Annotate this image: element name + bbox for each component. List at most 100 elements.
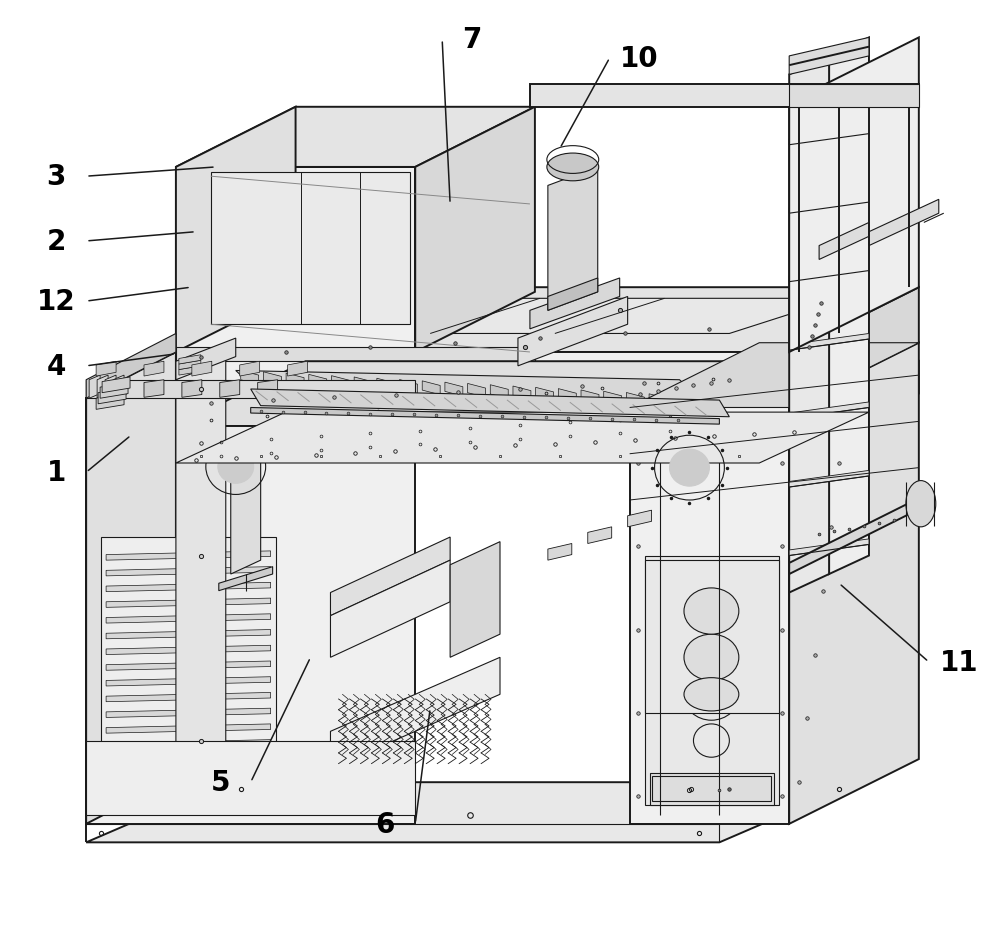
Polygon shape (789, 402, 869, 419)
Polygon shape (211, 172, 410, 324)
Polygon shape (869, 200, 939, 247)
Polygon shape (176, 108, 535, 168)
Polygon shape (179, 355, 201, 364)
Polygon shape (176, 426, 789, 459)
Polygon shape (330, 657, 500, 768)
Polygon shape (789, 197, 869, 214)
Polygon shape (829, 38, 869, 575)
Polygon shape (179, 361, 201, 370)
Polygon shape (604, 392, 622, 406)
Polygon shape (231, 299, 839, 334)
Polygon shape (422, 381, 440, 395)
Polygon shape (490, 386, 508, 400)
Polygon shape (628, 511, 652, 527)
Polygon shape (400, 380, 417, 394)
Polygon shape (240, 362, 260, 376)
Polygon shape (789, 471, 869, 488)
Polygon shape (518, 298, 628, 366)
Polygon shape (450, 542, 500, 657)
Polygon shape (626, 393, 644, 407)
Polygon shape (789, 38, 869, 75)
Polygon shape (468, 384, 486, 398)
Ellipse shape (684, 589, 739, 634)
Polygon shape (251, 408, 719, 425)
Polygon shape (231, 459, 261, 575)
Polygon shape (176, 413, 869, 464)
Polygon shape (219, 567, 273, 591)
Text: 10: 10 (620, 44, 659, 72)
Text: 4: 4 (47, 352, 66, 380)
Polygon shape (100, 383, 128, 399)
Polygon shape (789, 84, 919, 108)
Polygon shape (650, 773, 774, 806)
Polygon shape (182, 380, 202, 398)
Polygon shape (445, 383, 463, 397)
Polygon shape (220, 380, 240, 398)
Polygon shape (86, 741, 415, 815)
Polygon shape (789, 129, 869, 146)
Text: 6: 6 (376, 810, 395, 838)
Polygon shape (236, 371, 709, 408)
Text: 7: 7 (462, 26, 482, 54)
Polygon shape (176, 108, 296, 352)
Polygon shape (106, 380, 126, 398)
Polygon shape (330, 561, 450, 657)
Polygon shape (548, 544, 572, 561)
Polygon shape (630, 343, 919, 408)
Polygon shape (536, 387, 554, 401)
Polygon shape (415, 108, 535, 352)
Polygon shape (258, 380, 278, 398)
Ellipse shape (906, 481, 936, 527)
Polygon shape (97, 375, 108, 399)
Text: 1: 1 (47, 459, 66, 487)
Polygon shape (98, 388, 126, 404)
Polygon shape (548, 168, 598, 311)
Polygon shape (176, 348, 535, 362)
Polygon shape (286, 374, 304, 387)
Polygon shape (106, 629, 271, 639)
Polygon shape (106, 787, 271, 796)
Polygon shape (96, 394, 124, 410)
Polygon shape (789, 266, 869, 283)
Polygon shape (176, 362, 919, 426)
Polygon shape (86, 782, 859, 843)
Polygon shape (106, 645, 271, 654)
Polygon shape (309, 375, 327, 388)
Polygon shape (105, 375, 116, 399)
Polygon shape (649, 394, 667, 408)
Circle shape (218, 451, 254, 484)
Polygon shape (106, 692, 271, 702)
Polygon shape (106, 740, 271, 749)
Polygon shape (86, 334, 176, 399)
Polygon shape (176, 352, 226, 778)
Polygon shape (86, 352, 176, 824)
Polygon shape (241, 371, 259, 385)
Polygon shape (106, 708, 271, 717)
Polygon shape (144, 362, 164, 376)
Polygon shape (192, 362, 212, 376)
Polygon shape (86, 399, 415, 824)
Polygon shape (645, 556, 779, 806)
Text: 5: 5 (211, 768, 231, 796)
Polygon shape (144, 380, 164, 398)
Polygon shape (789, 499, 919, 575)
Polygon shape (176, 168, 415, 352)
Polygon shape (86, 380, 415, 399)
Bar (101, 538, 276, 806)
Polygon shape (819, 223, 869, 260)
Polygon shape (89, 375, 100, 399)
Text: 2: 2 (47, 228, 66, 256)
Circle shape (670, 450, 709, 487)
Polygon shape (113, 375, 124, 399)
Polygon shape (354, 377, 372, 391)
Polygon shape (377, 379, 395, 393)
Polygon shape (106, 661, 271, 670)
Polygon shape (513, 387, 531, 400)
Polygon shape (789, 288, 919, 408)
Polygon shape (789, 334, 869, 350)
Polygon shape (179, 366, 201, 375)
Polygon shape (102, 377, 130, 393)
Text: 11: 11 (939, 648, 978, 676)
Polygon shape (789, 57, 829, 593)
Polygon shape (106, 771, 271, 781)
